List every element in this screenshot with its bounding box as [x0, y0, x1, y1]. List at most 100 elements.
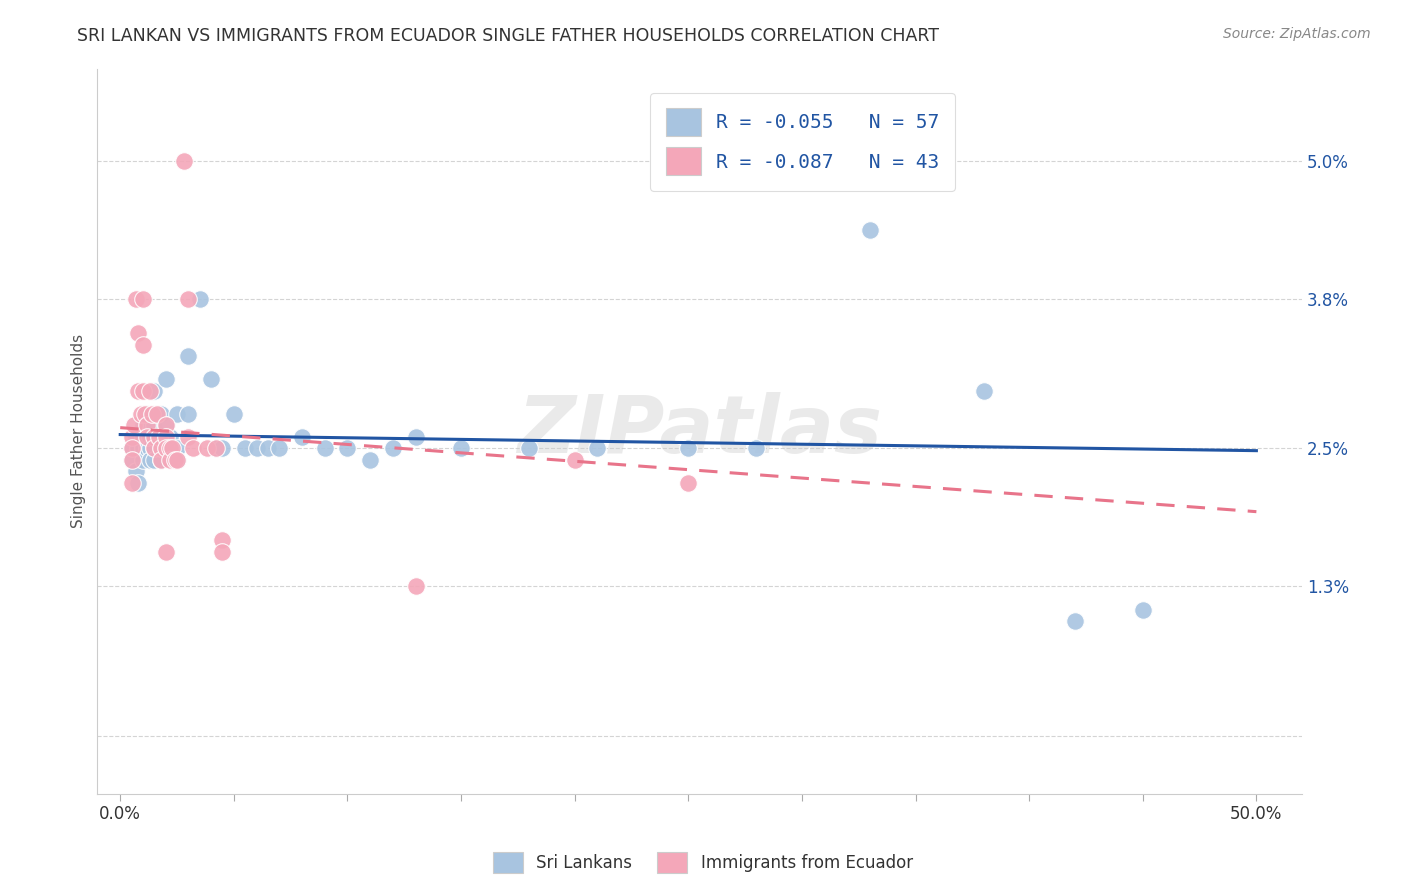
- Point: [132, 453, 155, 467]
- Point: [150, 407, 173, 421]
- Point: [125, 430, 148, 444]
- Point: [678, 475, 700, 490]
- Point: [132, 384, 155, 398]
- Point: [155, 545, 177, 559]
- Point: [405, 430, 427, 444]
- Point: [132, 418, 155, 433]
- Point: [200, 372, 222, 386]
- Point: [678, 442, 700, 456]
- Point: [136, 418, 159, 433]
- Point: [143, 442, 166, 456]
- Point: [132, 292, 155, 306]
- Point: [121, 453, 143, 467]
- Point: [166, 453, 188, 467]
- Point: [122, 418, 145, 433]
- Point: [973, 384, 995, 398]
- Point: [143, 418, 166, 433]
- Point: [450, 442, 472, 456]
- Point: [166, 453, 188, 467]
- Point: [195, 442, 218, 456]
- Point: [291, 430, 314, 444]
- Point: [121, 442, 143, 456]
- Point: [269, 442, 291, 456]
- Point: [139, 430, 162, 444]
- Point: [121, 442, 143, 456]
- Point: [162, 442, 184, 456]
- Point: [222, 407, 245, 421]
- Point: [148, 430, 170, 444]
- Point: [517, 442, 540, 456]
- Text: ZIPatlas: ZIPatlas: [517, 392, 882, 470]
- Point: [405, 579, 427, 593]
- Point: [159, 453, 181, 467]
- Point: [132, 338, 155, 352]
- Point: [136, 407, 159, 421]
- Point: [150, 442, 173, 456]
- Point: [129, 407, 152, 421]
- Point: [211, 533, 233, 548]
- Point: [134, 407, 156, 421]
- Point: [257, 442, 280, 456]
- Point: [181, 442, 204, 456]
- Point: [564, 453, 586, 467]
- Point: [159, 442, 181, 456]
- Point: [127, 442, 149, 456]
- Point: [155, 442, 177, 456]
- Point: [139, 453, 162, 467]
- Point: [211, 545, 233, 559]
- Point: [1063, 614, 1085, 628]
- Point: [155, 418, 177, 433]
- Point: [211, 442, 233, 456]
- Point: [125, 292, 148, 306]
- Point: [132, 430, 155, 444]
- Point: [139, 442, 162, 456]
- Point: [141, 407, 163, 421]
- Point: [859, 222, 882, 236]
- Point: [177, 430, 200, 444]
- Point: [204, 442, 226, 456]
- Point: [188, 292, 211, 306]
- Legend: Sri Lankans, Immigrants from Ecuador: Sri Lankans, Immigrants from Ecuador: [486, 846, 920, 880]
- Point: [233, 442, 256, 456]
- Point: [314, 442, 336, 456]
- Point: [143, 430, 166, 444]
- Point: [143, 442, 166, 456]
- Point: [163, 453, 186, 467]
- Point: [166, 442, 188, 456]
- Point: [173, 153, 195, 168]
- Point: [143, 384, 166, 398]
- Point: [132, 442, 155, 456]
- Point: [155, 372, 177, 386]
- Point: [359, 453, 381, 467]
- Point: [155, 442, 177, 456]
- Point: [159, 442, 181, 456]
- Point: [381, 442, 404, 456]
- Point: [177, 349, 200, 363]
- Point: [125, 464, 148, 478]
- Point: [148, 430, 170, 444]
- Point: [177, 292, 200, 306]
- Point: [1132, 602, 1154, 616]
- Point: [121, 430, 143, 444]
- Point: [127, 384, 149, 398]
- Point: [150, 453, 173, 467]
- Point: [150, 453, 173, 467]
- Point: [150, 442, 173, 456]
- Point: [121, 453, 143, 467]
- Point: [155, 418, 177, 433]
- Point: [204, 442, 226, 456]
- Text: Source: ZipAtlas.com: Source: ZipAtlas.com: [1223, 27, 1371, 41]
- Point: [139, 384, 162, 398]
- Point: [136, 442, 159, 456]
- Point: [159, 430, 181, 444]
- Point: [245, 442, 267, 456]
- Point: [586, 442, 609, 456]
- Point: [336, 442, 359, 456]
- Point: [127, 475, 149, 490]
- Point: [136, 430, 159, 444]
- Point: [127, 326, 149, 341]
- Legend: R = -0.055   N = 57, R = -0.087   N = 43: R = -0.055 N = 57, R = -0.087 N = 43: [650, 93, 955, 191]
- Point: [166, 407, 188, 421]
- Point: [121, 475, 143, 490]
- Point: [177, 407, 200, 421]
